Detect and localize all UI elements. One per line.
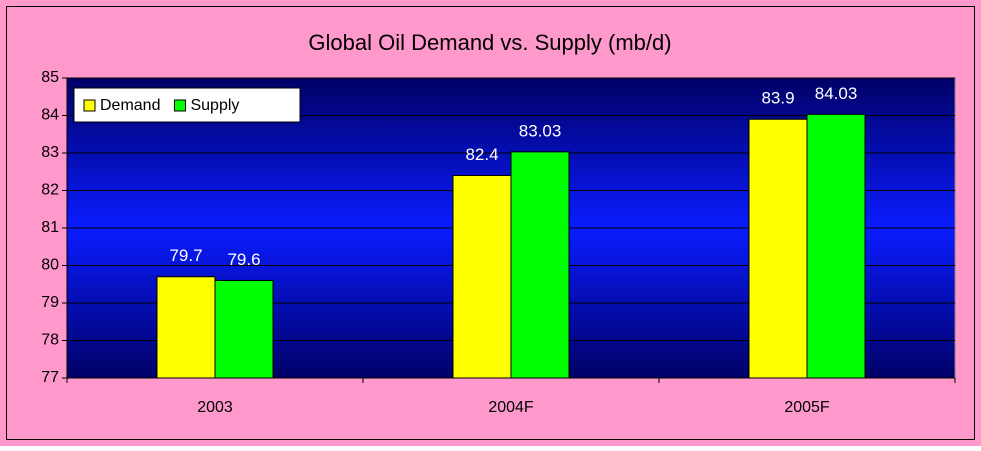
y-tick-label: 77 [41,369,59,386]
x-tick-label: 2004F [488,399,534,416]
y-tick-label: 83 [41,144,59,161]
y-tick-label: 85 [41,69,59,86]
legend-label: Supply [190,97,239,114]
bar [452,175,512,379]
legend-swatch [173,99,186,112]
bar [806,113,866,379]
y-tick-label: 78 [41,332,59,349]
x-tick-label: 2003 [197,399,233,416]
y-tick-label: 81 [41,219,59,236]
y-tick-label: 80 [41,257,59,274]
bar [748,118,808,379]
bar [510,151,570,379]
chart-border [6,6,975,440]
x-tick-label: 2005F [784,399,830,416]
legend-label: Demand [100,97,160,114]
y-tick-label: 82 [41,182,59,199]
value-label: 82.4 [465,145,498,164]
legend-box [73,87,301,123]
value-label: 83.03 [519,121,562,140]
value-label: 84.03 [815,84,858,103]
value-label: 83.9 [761,89,794,108]
y-tick-label: 79 [41,294,59,311]
y-tick-label: 84 [41,107,59,124]
legend-swatch [83,99,96,112]
bar [214,280,274,379]
value-label: 79.6 [227,250,260,269]
bar [156,276,216,379]
chart-title: Global Oil Demand vs. Supply (mb/d) [308,30,671,55]
value-label: 79.7 [169,246,202,265]
